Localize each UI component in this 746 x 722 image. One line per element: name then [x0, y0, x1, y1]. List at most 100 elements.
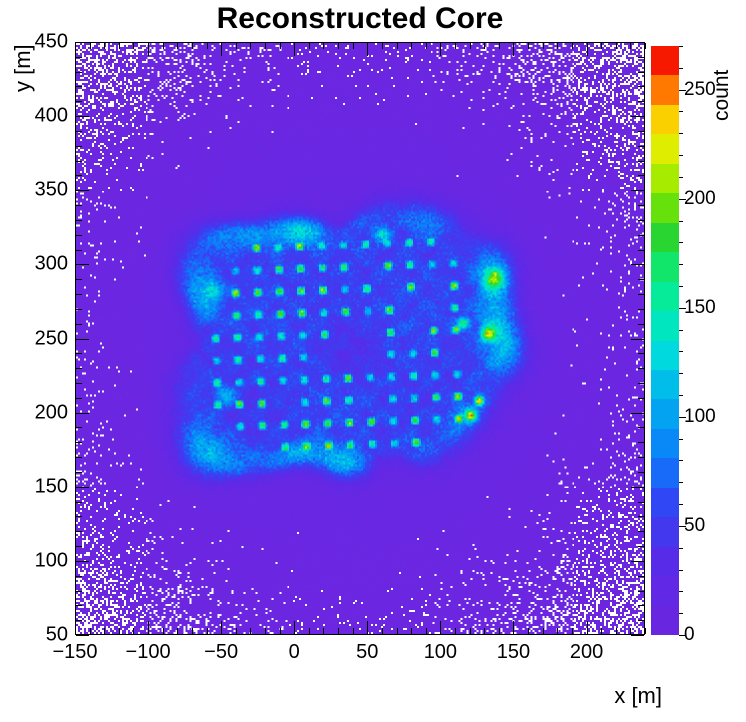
x-axis-tick — [455, 628, 456, 634]
x-axis-tick — [133, 628, 134, 634]
colorbar-tick-label: 100 — [684, 405, 716, 427]
y-axis-tick — [76, 487, 89, 488]
x-tick-label: 50 — [356, 641, 379, 663]
y-axis-tick — [638, 220, 644, 221]
x-tick-label: −100 — [125, 641, 171, 663]
colorbar-tick-label: 200 — [684, 187, 716, 209]
y-axis-tick — [76, 146, 82, 147]
x-axis-tick — [90, 43, 91, 49]
x-axis-tick — [616, 43, 617, 49]
y-axis-tick — [76, 576, 82, 577]
y-axis-tick — [631, 561, 644, 562]
y-axis-tick — [638, 72, 644, 73]
x-axis-tick — [630, 43, 631, 49]
colorbar-segment — [651, 487, 679, 518]
y-axis-tick — [631, 264, 644, 265]
x-axis-tick — [543, 628, 544, 634]
colorbar-tick — [679, 635, 686, 636]
x-axis-tick — [411, 43, 412, 49]
y-axis-tick — [638, 57, 644, 58]
colorbar-segment — [651, 428, 679, 459]
colorbar-tick — [679, 395, 683, 396]
x-axis-tick — [382, 43, 383, 49]
x-axis-tick — [75, 43, 76, 56]
x-axis-tick — [163, 628, 164, 634]
y-axis-tick — [638, 442, 644, 443]
y-tick-label: 200 — [34, 401, 68, 424]
x-axis-tick — [148, 621, 149, 634]
x-axis-tick — [221, 621, 222, 634]
y-axis-tick — [631, 190, 644, 191]
colorbar-tick — [679, 613, 683, 614]
colorbar-segment — [651, 163, 679, 194]
colorbar-tick — [679, 482, 683, 483]
y-axis-tick — [638, 368, 644, 369]
y-axis-tick — [76, 413, 89, 414]
x-axis-tick — [513, 621, 514, 634]
x-axis-tick — [75, 621, 76, 634]
x-axis-tick — [426, 628, 427, 634]
colorbar-tick — [679, 548, 683, 549]
y-axis-tick — [631, 116, 644, 117]
y-axis-tick — [76, 220, 82, 221]
y-axis-tick — [638, 324, 644, 325]
y-tick-label: 350 — [34, 178, 68, 201]
colorbar-segment — [651, 281, 679, 312]
x-axis-tick — [353, 43, 354, 49]
x-axis-tick — [338, 628, 339, 634]
colorbar-tick — [679, 417, 686, 418]
x-axis-tick — [484, 628, 485, 634]
colorbar-tick — [679, 199, 686, 200]
colorbar-segment — [651, 517, 679, 547]
y-axis-tick — [76, 620, 82, 621]
x-axis-tick — [236, 43, 237, 49]
colorbar-segment — [651, 222, 679, 253]
x-axis-tick — [528, 628, 529, 634]
y-axis-tick — [76, 116, 89, 117]
y-tick-label: 100 — [34, 549, 68, 572]
y-axis-tick — [638, 309, 644, 310]
colorbar-tick — [679, 351, 683, 352]
y-axis-tick — [76, 294, 82, 295]
x-axis-tick — [557, 628, 558, 634]
y-axis-tick — [631, 487, 644, 488]
colorbar-segment — [651, 104, 679, 135]
x-axis-tick — [440, 43, 441, 56]
y-axis-tick — [76, 635, 89, 636]
x-axis-tick — [309, 43, 310, 49]
y-axis-tick — [76, 561, 89, 562]
colorbar — [651, 46, 679, 636]
y-axis-tick — [638, 353, 644, 354]
y-axis-tick — [638, 591, 644, 592]
colorbar-tick — [679, 46, 683, 47]
colorbar-tick — [679, 177, 683, 178]
x-axis-tick — [192, 628, 193, 634]
y-axis-tick — [638, 427, 644, 428]
y-axis-tick — [638, 101, 644, 102]
x-axis-tick — [236, 628, 237, 634]
y-axis-tick — [76, 235, 82, 236]
y-axis-tick — [638, 175, 644, 176]
colorbar-tick — [679, 155, 683, 156]
x-axis-tick — [367, 621, 368, 634]
x-axis-tick — [207, 43, 208, 49]
x-axis-tick — [294, 43, 295, 56]
y-axis-tick — [638, 294, 644, 295]
colorbar-segment — [651, 399, 679, 429]
x-axis-tick — [572, 43, 573, 49]
y-axis-tick — [76, 442, 82, 443]
x-axis-title: x [m] — [614, 683, 662, 708]
x-axis-tick — [587, 43, 588, 56]
y-axis-tick — [76, 591, 82, 592]
x-axis-tick — [587, 621, 588, 634]
colorbar-segment — [651, 546, 679, 577]
y-axis-tick — [76, 57, 82, 58]
y-tick-label: 250 — [34, 327, 68, 349]
colorbar-tick-label: 0 — [684, 624, 695, 645]
y-axis-tick — [76, 131, 82, 132]
x-axis-tick — [250, 628, 251, 634]
x-axis-tick — [499, 628, 500, 634]
y-axis-tick — [638, 86, 644, 87]
colorbar-tick — [679, 591, 683, 592]
y-axis-tick — [76, 86, 82, 87]
